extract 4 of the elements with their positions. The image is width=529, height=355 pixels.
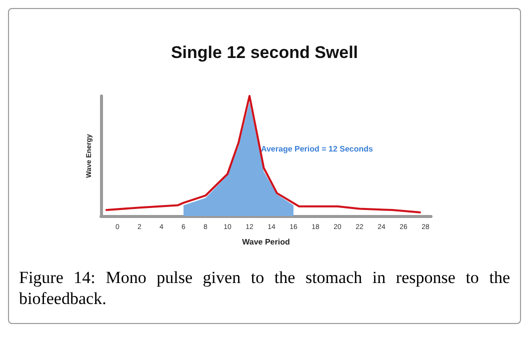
x-axis-title: Wave Period (242, 238, 290, 246)
chart-title: Single 12 second Swell (170, 43, 358, 62)
annotation: Average Period = 12 Seconds (261, 144, 374, 154)
caption: Figure 14: Mono pulse given to the stomach in response to the biofeedback. (18, 267, 511, 310)
